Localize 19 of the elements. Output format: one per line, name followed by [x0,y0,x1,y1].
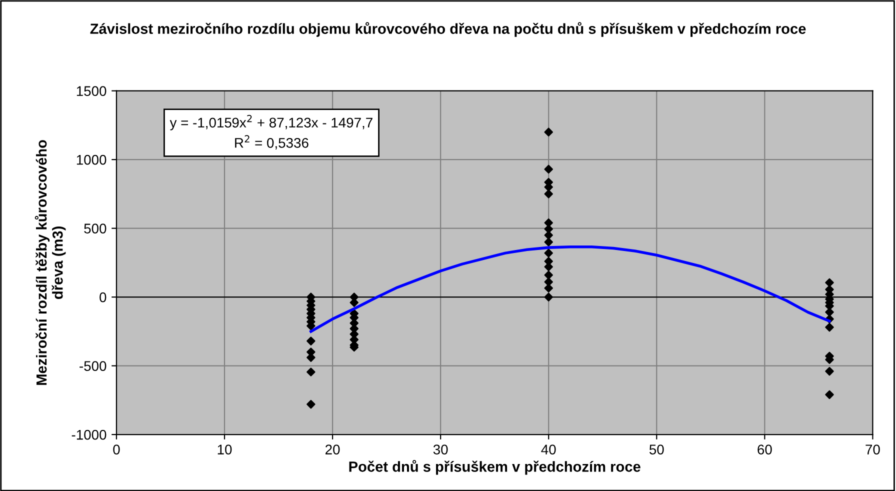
y-tick-label: 1000 [76,154,106,165]
x-tick-label: 60 [758,444,772,454]
x-tick-label: 20 [326,444,340,454]
x-tick-label: 50 [649,444,664,454]
chart-title: Závislost meziročního rozdílu objemu kůrovcového dřeva na počtu dnů s přísuškem v předchozím roce [90,22,806,37]
y-axis-title: Meziroční rozdíl těžby kůrovcového dřeva (m3) [34,140,66,385]
x-tick-label: 70 [866,444,880,454]
annotation: R$^{2}$ = 0,5336 [235,135,308,150]
y-tick-label: -1000 [72,430,106,440]
x-tick-label: 0 [113,444,120,454]
x-tick-label: 10 [218,444,232,454]
y-tick-label: 0 [100,292,106,302]
x-axis-title: Počet dnů s přísuškem v předchozím roce [349,460,640,475]
y-tick-label: -500 [80,361,106,371]
x-tick-label: 40 [541,444,556,454]
x-tick-label: 30 [433,444,448,454]
annotation: y = -1,0159x$^{2}$ + 87,123x - 1497,7 [170,114,372,130]
y-tick-label: 1500 [76,86,106,96]
y-tick-label: 500 [84,224,106,234]
